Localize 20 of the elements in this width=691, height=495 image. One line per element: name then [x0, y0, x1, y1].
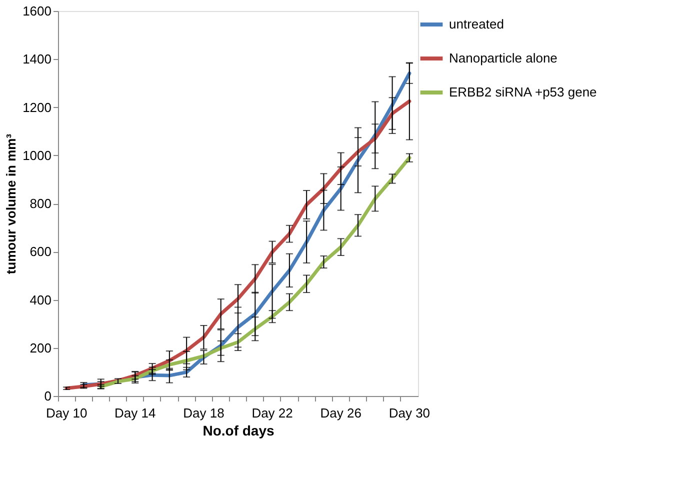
legend-label: untreated [449, 16, 504, 32]
y-tick-label: 400 [30, 292, 52, 308]
y-tick-label: 0 [44, 388, 52, 404]
y-tick-label: 800 [30, 196, 52, 211]
y-tick-label: 1000 [22, 148, 52, 163]
x-axis-title: No.of days [202, 422, 274, 438]
y-tick-label: 1400 [22, 52, 52, 67]
y-axis-title: tumour volume in mm³ [4, 133, 19, 274]
x-tick-label: Day 14 [114, 406, 156, 420]
x-tick-label: Day 26 [320, 406, 362, 420]
legend-label: Nanoparticle alone [449, 50, 558, 66]
legend-label: ERBB2 siRNA +p53 gene [449, 84, 597, 100]
y-tick-label: 1200 [22, 100, 52, 115]
x-tick-label: Day 18 [183, 406, 224, 420]
x-tick-label: Day 22 [252, 406, 293, 420]
y-tick-label: 600 [30, 244, 52, 260]
x-tick-label: Day 30 [388, 406, 430, 420]
y-tick-label: 200 [30, 340, 52, 356]
y-tick-label: 1600 [22, 4, 52, 18]
x-tick-label: Day 10 [46, 406, 88, 420]
